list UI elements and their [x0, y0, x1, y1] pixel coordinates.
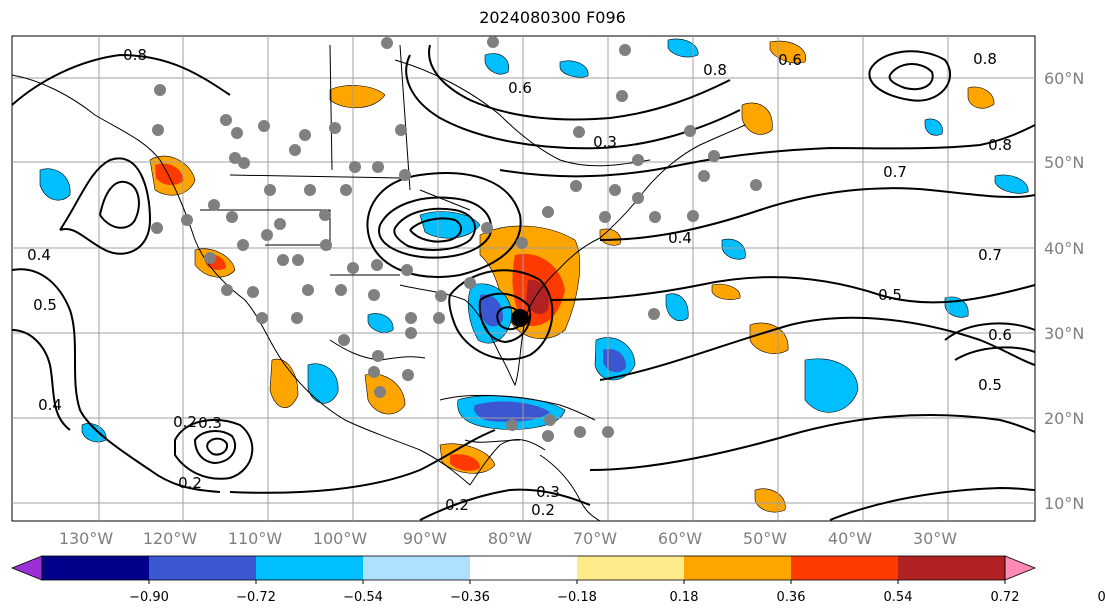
contour-label: 0.4 — [38, 396, 62, 414]
colorbar-segment — [149, 556, 256, 580]
contour-label: 0.6 — [778, 51, 802, 69]
contour-label: 0.5 — [33, 296, 57, 314]
colorbar-segment — [42, 556, 149, 580]
colorbar-tick-label: −0.72 — [236, 590, 276, 605]
contour-label: 0.6 — [508, 79, 532, 97]
contour-label: 0.3 — [536, 483, 560, 501]
lat-label: 50°N — [1044, 153, 1084, 172]
contour-label: 0.2 — [173, 413, 197, 431]
lon-label: 50°W — [743, 529, 787, 548]
latitude-labels: 60°N 50°N 40°N 30°N 20°N 10°N — [1044, 69, 1084, 513]
lon-label: 120°W — [143, 529, 198, 548]
lon-label: 30°W — [913, 529, 957, 548]
colorbar-segment — [363, 556, 470, 580]
contour-label: 0.7 — [883, 163, 907, 181]
lon-label: 70°W — [573, 529, 617, 548]
contour-label: 0.2 — [178, 474, 202, 492]
colorbar-segment — [898, 556, 1005, 580]
center-dot — [511, 309, 529, 327]
colorbar-segment — [684, 556, 791, 580]
lon-label: 100°W — [313, 529, 368, 548]
colorbar-tick-label: 0.36 — [777, 590, 806, 605]
contour-label: 0.8 — [973, 50, 997, 68]
colorbar-segment — [577, 556, 684, 580]
colorbar-tick-label: −0.90 — [129, 590, 169, 605]
contour-label: 0.6 — [988, 326, 1012, 344]
contour-label: 0.5 — [878, 286, 902, 304]
map-area: 0.20.2 0.20.2 0.30.30.30.40.40.40.50.50.50… — [11, 35, 1036, 522]
colorbar-tick-label: −0.36 — [450, 590, 490, 605]
lat-label: 20°N — [1044, 409, 1084, 428]
lat-label: 30°N — [1044, 324, 1084, 343]
contour-label: 0.3 — [198, 414, 222, 432]
contour-label: 0.8 — [988, 136, 1012, 154]
coastlines — [11, 44, 746, 522]
colorbar-tick-label: 0.54 — [884, 590, 913, 605]
lat-label: 10°N — [1044, 494, 1084, 513]
colorbar-tick-label: −0.54 — [343, 590, 383, 605]
colorbar-extend-low — [10, 555, 43, 581]
colorbar-frame — [41, 555, 1006, 581]
contour-label: 0.2 — [445, 496, 469, 514]
colorbar-tick-label: 0.90 — [1098, 590, 1105, 605]
colorbar-tick-label: 0.72 — [991, 590, 1020, 605]
contour-label: 0.8 — [123, 46, 147, 64]
page-title: 2024080300 F096 — [479, 8, 626, 27]
lon-label: 90°W — [403, 529, 447, 548]
lon-label: 40°W — [828, 529, 872, 548]
colorbar-extend-high — [1004, 555, 1037, 581]
contour-label: 0.8 — [703, 61, 727, 79]
contour-label: 0.4 — [27, 246, 51, 264]
colorbar: −0.90 −0.72 −0.54 −0.36 −0.18 0.18 0.36 0.54 0.7… — [10, 555, 1105, 605]
lat-label: 60°N — [1044, 69, 1084, 88]
contour-labels: 0.20.2 0.20.2 0.30.30.30.40.40.40.50.50.50… — [27, 46, 1012, 519]
contour-label: 0.2 — [531, 501, 555, 519]
contour-label: 0.4 — [668, 229, 692, 247]
contour-label: 0.3 — [593, 133, 617, 151]
colorbar-segment — [256, 556, 363, 580]
colorbar-tick-label: −0.18 — [557, 590, 597, 605]
lon-label: 80°W — [488, 529, 532, 548]
contours — [11, 44, 1036, 521]
longitude-labels: 130°W 120°W 110°W 100°W 90°W 80°W 70°W 60°W 50°W… — [59, 529, 957, 548]
contour-label: 0.7 — [978, 246, 1002, 264]
contour-label: 0.5 — [978, 376, 1002, 394]
lon-label: 110°W — [228, 529, 283, 548]
station-dots — [151, 36, 762, 442]
colorbar-tick-label: 0.18 — [670, 590, 699, 605]
colorbar-segment — [791, 556, 898, 580]
colorbar-segment — [470, 556, 577, 580]
lon-label: 60°W — [658, 529, 702, 548]
lat-label: 40°N — [1044, 239, 1084, 258]
lon-label: 130°W — [59, 529, 114, 548]
